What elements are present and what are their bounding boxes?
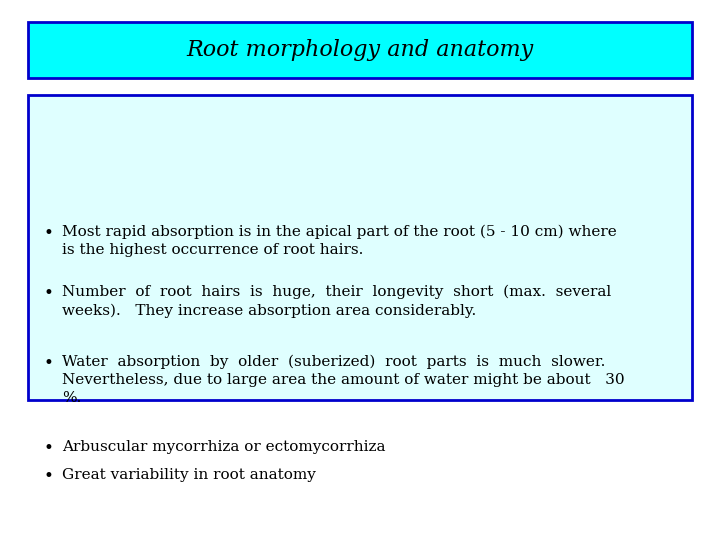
- Text: •: •: [43, 285, 53, 302]
- Text: Water  absorption  by  older  (suberized)  root  parts  is  much  slower.
Nevert: Water absorption by older (suberized) ro…: [62, 355, 625, 405]
- FancyBboxPatch shape: [28, 22, 692, 78]
- Text: •: •: [43, 440, 53, 457]
- Text: •: •: [43, 225, 53, 242]
- Text: Number  of  root  hairs  is  huge,  their  longevity  short  (max.  several
week: Number of root hairs is huge, their long…: [62, 285, 611, 318]
- Text: Most rapid absorption is in the apical part of the root (5 - 10 cm) where
is the: Most rapid absorption is in the apical p…: [62, 225, 617, 257]
- FancyBboxPatch shape: [28, 95, 692, 400]
- Text: Great variability in root anatomy: Great variability in root anatomy: [62, 468, 316, 482]
- Text: Root morphology and anatomy: Root morphology and anatomy: [186, 39, 534, 61]
- Text: Arbuscular mycorrhiza or ectomycorrhiza: Arbuscular mycorrhiza or ectomycorrhiza: [62, 440, 385, 454]
- Text: •: •: [43, 468, 53, 485]
- Text: •: •: [43, 355, 53, 372]
